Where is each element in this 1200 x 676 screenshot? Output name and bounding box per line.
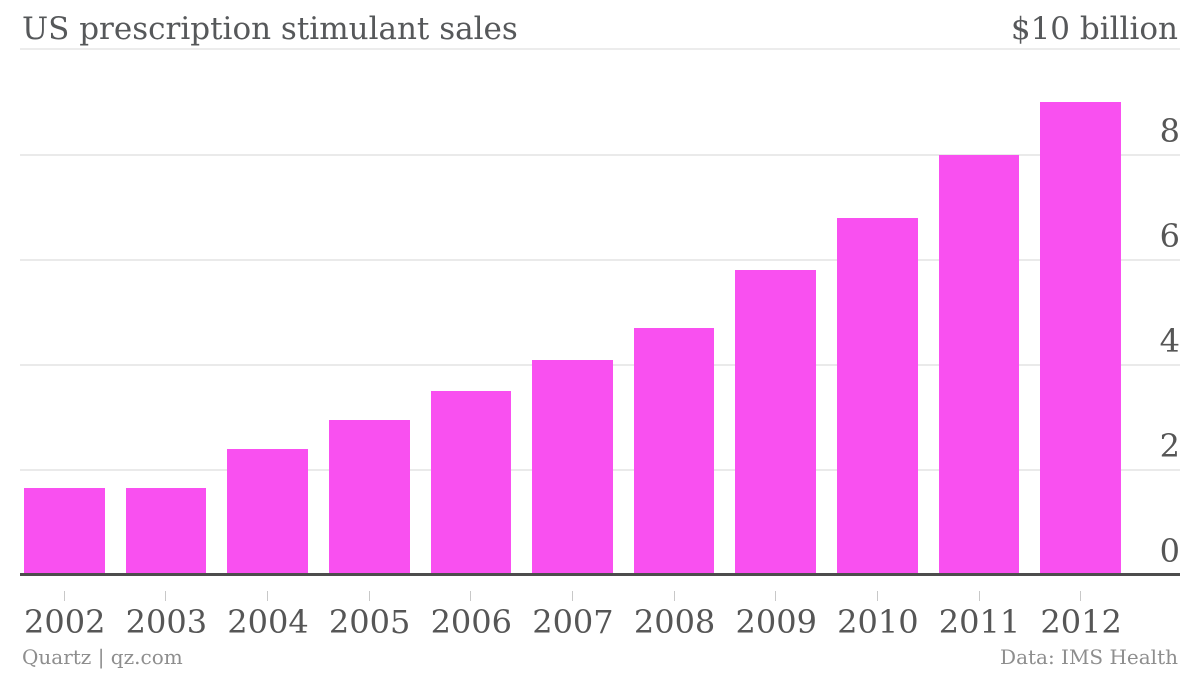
- y-axis-label: 2: [1159, 427, 1180, 465]
- bar-2008: [633, 328, 715, 575]
- x-cell: 2012: [1040, 576, 1122, 641]
- x-tick-mark: [165, 591, 167, 601]
- chart-title: US prescription stimulant sales: [22, 11, 518, 47]
- x-cell: 2004: [227, 576, 309, 641]
- x-tick-mark: [267, 591, 269, 601]
- x-tick-mark: [775, 591, 777, 601]
- x-cell: 2009: [735, 576, 817, 641]
- x-axis-label: 2012: [1040, 603, 1122, 641]
- y-axis-unit-label: $10 billion: [1010, 11, 1178, 47]
- x-cell: 2005: [329, 576, 410, 641]
- x-cell: 2002: [24, 576, 105, 641]
- x-axis-label: 2009: [735, 603, 817, 641]
- x-axis-label: 2002: [24, 603, 106, 641]
- bar-2005: [328, 420, 410, 575]
- bar-2006: [430, 391, 512, 575]
- x-tick-mark: [673, 591, 675, 601]
- x-axis-label: 2005: [328, 603, 411, 641]
- x-axis-label: 2003: [125, 603, 208, 641]
- x-axis-labels: 2002 2003 2004 2005 2006 2007 2008 2009 2010 2011…: [24, 576, 1122, 641]
- x-cell: 2007: [532, 576, 614, 641]
- x-axis-label: 2004: [227, 603, 309, 641]
- x-axis-label: 2008: [633, 603, 716, 641]
- x-axis-label: 2006: [430, 603, 512, 641]
- gridline: [20, 154, 1180, 156]
- bar-2011: [938, 155, 1020, 575]
- y-axis-label: 0: [1159, 532, 1180, 570]
- bar-2012: [1040, 102, 1121, 575]
- x-tick-mark: [63, 591, 65, 601]
- bar-2002: [24, 488, 105, 575]
- x-axis-label: 2011: [938, 603, 1021, 641]
- bars-area: [24, 60, 1121, 575]
- chart-footer: Quartz | qz.com Data: IMS Health: [22, 645, 1178, 669]
- x-axis-line: [20, 573, 1180, 576]
- y-axis-label: 6: [1159, 217, 1180, 255]
- x-axis-label: 2010: [837, 603, 919, 641]
- chart-header: US prescription stimulant sales $10 bill…: [22, 10, 1178, 48]
- x-tick-mark: [978, 591, 980, 601]
- x-tick-mark: [1080, 591, 1082, 601]
- x-cell: 2010: [837, 576, 919, 641]
- y-axis-label: 4: [1159, 322, 1180, 360]
- bar-2009: [735, 270, 817, 575]
- y-axis-label: 8: [1159, 112, 1180, 150]
- x-cell: 2008: [634, 576, 715, 641]
- x-axis-label: 2007: [532, 603, 614, 641]
- bar-2003: [125, 488, 207, 575]
- x-cell: 2003: [126, 576, 207, 641]
- bar-2007: [532, 360, 613, 575]
- x-tick-mark: [876, 591, 878, 601]
- x-tick-mark: [470, 591, 472, 601]
- x-cell: 2006: [431, 576, 512, 641]
- bar-2010: [837, 218, 918, 575]
- gridline: [20, 259, 1180, 261]
- title-divider: [20, 48, 1180, 50]
- x-cell: 2011: [939, 576, 1020, 641]
- bar-2004: [227, 449, 308, 575]
- source-attribution: Quartz | qz.com: [22, 645, 183, 669]
- x-tick-mark: [368, 591, 370, 601]
- x-tick-mark: [572, 591, 573, 601]
- data-credit: Data: IMS Health: [1000, 645, 1178, 669]
